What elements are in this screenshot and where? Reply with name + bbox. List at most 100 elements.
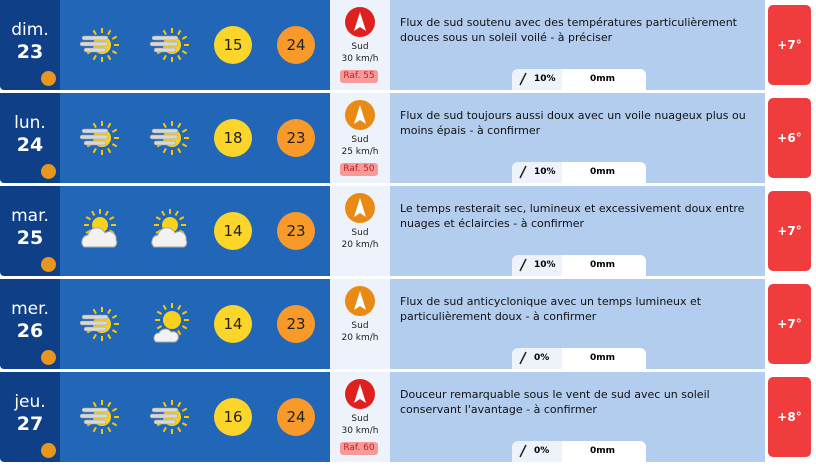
anomaly: +8° xyxy=(768,377,811,457)
rain-mm: 0mm xyxy=(562,69,646,90)
dot xyxy=(41,443,56,458)
day-name: jeu. xyxy=(14,392,46,412)
dot xyxy=(41,257,56,272)
temp-max: 23 xyxy=(277,119,315,157)
rain-pill: 10% 0mm xyxy=(512,69,646,90)
desc-cell: Flux de sud soutenu avec des température… xyxy=(390,0,765,90)
rain-prob: 10% xyxy=(534,74,556,84)
weather-icon xyxy=(78,23,122,71)
wind-icon xyxy=(345,100,375,130)
wind-speed: 20 km/h xyxy=(341,333,379,343)
day-date: 27 xyxy=(16,413,44,435)
wind-speed: 30 km/h xyxy=(341,54,379,64)
wind-dir: Sud xyxy=(351,321,369,331)
temp-max: 23 xyxy=(277,212,315,250)
weather-icon xyxy=(78,302,122,350)
day-row[interactable]: mar. 25 14 23 Sud 20 km/h Le temps reste… xyxy=(0,186,816,276)
desc-text: Flux de sud anticyclonique avec un temps… xyxy=(400,295,702,323)
rain-mm: 0mm xyxy=(562,348,646,369)
temp-min: 16 xyxy=(214,398,252,436)
day-row[interactable]: jeu. 27 16 24 Sud 30 km/h Raf. 60 Douceu… xyxy=(0,372,816,462)
wind-speed: 30 km/h xyxy=(341,426,379,436)
day-cell: dim. 23 xyxy=(0,0,60,90)
day-row[interactable]: dim. 23 15 24 Sud 30 km/h Raf. 55 Flux d… xyxy=(0,0,816,90)
weather-cell: 14 23 xyxy=(60,186,330,276)
dot xyxy=(41,164,56,179)
desc-cell: Flux de sud anticyclonique avec un temps… xyxy=(390,279,765,369)
day-cell: mar. 25 xyxy=(0,186,60,276)
desc-cell: Flux de sud toujours aussi doux avec un … xyxy=(390,93,765,183)
rain-pill: 10% 0mm xyxy=(512,162,646,183)
wind-dir: Sud xyxy=(351,228,369,238)
weather-icon xyxy=(148,395,192,443)
wind-icon xyxy=(345,193,375,223)
day-date: 25 xyxy=(16,227,44,249)
weather-icon xyxy=(148,23,192,71)
rain-mm: 0mm xyxy=(562,162,646,183)
desc-text: Le temps resterait sec, lumineux et exce… xyxy=(400,202,745,230)
day-cell: jeu. 27 xyxy=(0,372,60,462)
weather-cell: 16 24 xyxy=(60,372,330,462)
weather-icon xyxy=(78,395,122,443)
gust: Raf. 55 xyxy=(340,70,378,83)
weather-icon xyxy=(78,116,122,164)
desc-text: Flux de sud soutenu avec des température… xyxy=(400,16,737,44)
desc-text: Flux de sud toujours aussi doux avec un … xyxy=(400,109,746,137)
gust: Raf. 60 xyxy=(340,442,378,455)
weather-icon xyxy=(148,116,192,164)
wind-dir: Sud xyxy=(351,42,369,52)
day-row[interactable]: mer. 26 14 23 Sud 20 km/h Flux de sud an… xyxy=(0,279,816,369)
weather-cell: 18 23 xyxy=(60,93,330,183)
temp-max: 24 xyxy=(277,26,315,64)
rain-mm: 0mm xyxy=(562,441,646,462)
day-name: dim. xyxy=(11,20,49,40)
temp-min: 15 xyxy=(214,26,252,64)
rain-icon xyxy=(519,165,527,179)
wind-cell: Sud 25 km/h Raf. 50 xyxy=(330,93,390,183)
rain-prob: 10% xyxy=(534,260,556,270)
day-name: mar. xyxy=(11,206,49,226)
wind-speed: 25 km/h xyxy=(341,147,379,157)
day-date: 26 xyxy=(16,320,44,342)
day-date: 23 xyxy=(16,41,44,63)
weather-cell: 15 24 xyxy=(60,0,330,90)
rain-pill: 0% 0mm xyxy=(512,441,646,462)
rain-prob: 0% xyxy=(534,353,550,363)
wind-icon xyxy=(345,379,375,409)
day-row[interactable]: lun. 24 18 23 Sud 25 km/h Raf. 50 Flux d… xyxy=(0,93,816,183)
rain-prob: 10% xyxy=(534,167,556,177)
weather-icon xyxy=(148,302,192,350)
wind-icon xyxy=(345,7,375,37)
rain-icon xyxy=(519,72,527,86)
weather-icon xyxy=(78,209,122,257)
wind-speed: 20 km/h xyxy=(341,240,379,250)
weather-icon xyxy=(148,209,192,257)
rain-prob: 0% xyxy=(534,446,550,456)
temp-min: 14 xyxy=(214,305,252,343)
temp-max: 24 xyxy=(277,398,315,436)
temp-min: 14 xyxy=(214,212,252,250)
rain-icon xyxy=(519,351,527,365)
temp-min: 18 xyxy=(214,119,252,157)
anomaly: +6° xyxy=(768,98,811,178)
wind-cell: Sud 30 km/h Raf. 60 xyxy=(330,372,390,462)
rain-icon xyxy=(519,258,527,272)
day-name: lun. xyxy=(14,113,46,133)
weather-cell: 14 23 xyxy=(60,279,330,369)
dot xyxy=(41,71,56,86)
dot xyxy=(41,350,56,365)
rain-mm: 0mm xyxy=(562,255,646,276)
wind-cell: Sud 20 km/h xyxy=(330,279,390,369)
gust: Raf. 50 xyxy=(340,163,378,176)
wind-icon xyxy=(345,286,375,316)
desc-cell: Le temps resterait sec, lumineux et exce… xyxy=(390,186,765,276)
wind-dir: Sud xyxy=(351,414,369,424)
day-cell: mer. 26 xyxy=(0,279,60,369)
rain-icon xyxy=(519,444,527,458)
wind-cell: Sud 20 km/h xyxy=(330,186,390,276)
desc-cell: Douceur remarquable sous le vent de sud … xyxy=(390,372,765,462)
anomaly: +7° xyxy=(768,5,811,85)
anomaly: +7° xyxy=(768,284,811,364)
day-date: 24 xyxy=(16,134,44,156)
